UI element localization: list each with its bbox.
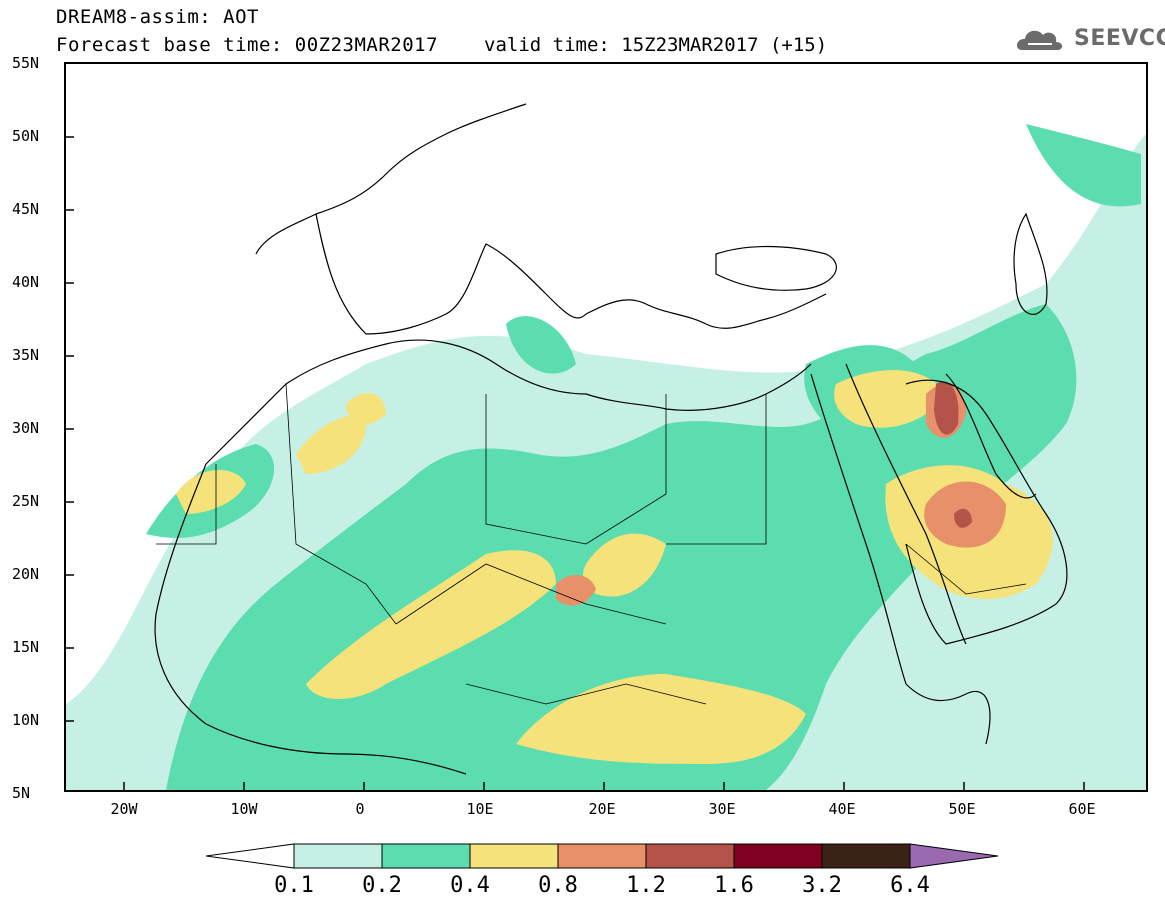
colorbar: [206, 843, 998, 869]
colorbar-bin: [557, 843, 647, 869]
valid-time: valid time: 15Z23MAR2017 (+15): [484, 34, 828, 56]
forecast-base-time: Forecast base time: 00Z23MAR2017: [56, 34, 439, 56]
lon-label: 10W: [230, 800, 258, 818]
lat-label: 50N: [12, 127, 40, 145]
map-canvas: [66, 103, 1146, 790]
aot-layer-1-2: [934, 381, 972, 528]
lat-label: 15N: [12, 638, 40, 656]
lat-label: 30N: [12, 419, 40, 437]
lon-label: 50E: [948, 800, 976, 818]
lat-label: 10N: [12, 711, 40, 729]
colorbar-bin: [381, 843, 471, 869]
lon-label: 60E: [1068, 800, 1096, 818]
lat-label: 45N: [12, 200, 40, 218]
colorbar-bin: [821, 843, 911, 869]
lon-label: 0: [355, 800, 365, 818]
aot-layer-0-4: [176, 370, 1053, 764]
coastlines: [154, 103, 1068, 775]
lat-label: 40N: [12, 273, 40, 291]
logo-text: SEEVCCC: [1074, 26, 1165, 51]
colorbar-upper-extend: [909, 843, 998, 869]
lat-label: 5N: [12, 784, 31, 802]
colorbar-bin: [469, 843, 559, 869]
colorbar-label: 3.2: [802, 873, 842, 898]
lat-label: 25N: [12, 492, 40, 510]
lat-label: 35N: [12, 346, 40, 364]
colorbar-bin: [645, 843, 735, 869]
lat-label: 20N: [12, 565, 40, 583]
lon-label: 20W: [110, 800, 138, 818]
borders: [156, 383, 1027, 705]
aot-map: [64, 62, 1148, 792]
cloud-logo-icon: [1016, 30, 1063, 50]
lon-label: 30E: [708, 800, 736, 818]
colorbar-bin: [733, 843, 823, 869]
lon-label: 20E: [588, 800, 616, 818]
map-ticks: [66, 136, 1085, 790]
lon-label: 40E: [828, 800, 856, 818]
colorbar-lower-extend: [206, 843, 295, 869]
map-title: DREAM8-assim: AOT: [56, 6, 259, 28]
colorbar-label: 1.2: [626, 873, 666, 898]
colorbar-label: 0.1: [274, 873, 314, 898]
colorbar-label: 1.6: [714, 873, 754, 898]
colorbar-label: 0.4: [450, 873, 490, 898]
colorbar-label: 6.4: [890, 873, 930, 898]
lon-label: 10E: [466, 800, 494, 818]
colorbar-label: 0.8: [538, 873, 578, 898]
colorbar-label: 0.2: [362, 873, 402, 898]
colorbar-bin: [293, 843, 383, 869]
lat-label: 55N: [12, 54, 40, 72]
